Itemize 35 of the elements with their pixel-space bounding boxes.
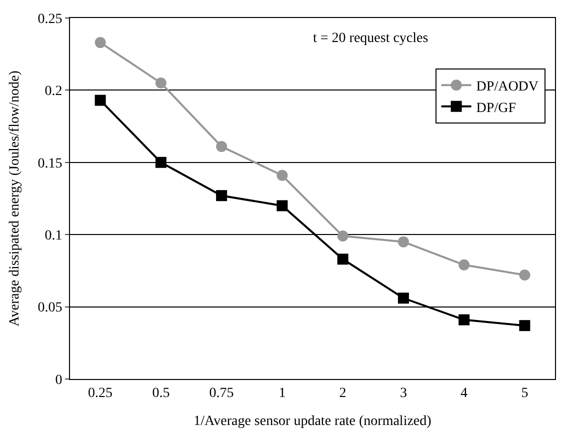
- point: [155, 156, 166, 168]
- y-tick-label: 0.15: [38, 156, 62, 172]
- point: [398, 292, 409, 304]
- point: [276, 170, 288, 181]
- y-tick-label: 0: [55, 372, 62, 388]
- point: [398, 236, 409, 248]
- y-tick-label: 0.2: [44, 84, 62, 100]
- point: [94, 37, 106, 48]
- point: [519, 270, 530, 281]
- point: [519, 320, 530, 332]
- point: [216, 190, 228, 202]
- x-tick-label: 0.25: [88, 386, 113, 401]
- legend-label: DP/AODV: [476, 80, 539, 95]
- x-tick-label: 2: [339, 386, 346, 401]
- point: [337, 254, 348, 265]
- y-axis-title: Average dissipated energy (Joules/flow/node): [7, 70, 22, 326]
- x-tick-label: 5: [521, 386, 528, 401]
- x-tick-label: 0.5: [152, 386, 170, 401]
- point: [337, 230, 348, 242]
- x-tick-label: 0.75: [209, 386, 234, 401]
- x-tick-label: 4: [460, 386, 468, 401]
- y-tick-label: 0.1: [44, 228, 62, 244]
- x-tick-label: 3: [400, 386, 407, 401]
- point: [94, 94, 106, 106]
- y-tick-label: 0.05: [38, 300, 62, 316]
- point: [276, 200, 288, 212]
- point: [155, 77, 166, 88]
- x-axis-title: 1/Average sensor update rate (normalized): [194, 414, 432, 430]
- legend-label: DP/GF: [476, 100, 516, 116]
- point: [458, 314, 470, 326]
- point: [216, 141, 228, 152]
- y-tick-label: 0.25: [38, 12, 62, 27]
- point: [458, 259, 470, 270]
- x-tick-label: 1: [278, 386, 286, 401]
- annotation: t = 20 request cycles: [313, 31, 428, 46]
